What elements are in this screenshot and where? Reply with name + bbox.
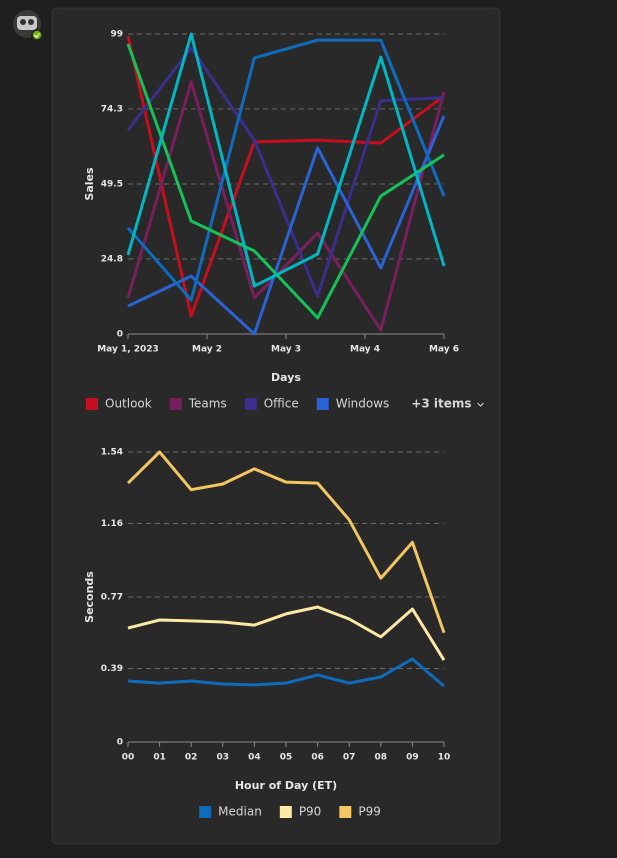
legend-swatch [244, 398, 257, 410]
legend-label: Windows [336, 397, 390, 411]
y-tick-label: 74.3 [101, 104, 123, 114]
x-tick-label: 05 [280, 753, 293, 763]
x-tick-label: 07 [343, 753, 356, 763]
x-tick-label: May 4 [350, 345, 380, 355]
legend-label: Teams [188, 397, 227, 411]
x-axis-title: Hour of Day (ET) [235, 779, 337, 792]
legend-label: P90 [299, 805, 322, 819]
chevron [477, 402, 484, 407]
series-line [126, 32, 446, 288]
legend-item[interactable]: P99 [339, 805, 381, 819]
legend-swatch [86, 398, 98, 410]
legend-item[interactable]: Outlook [86, 397, 152, 411]
legend-swatch [316, 398, 329, 410]
y-tick-label: 0.39 [101, 664, 123, 674]
legend: Median P90 P99 [199, 805, 381, 819]
y-axis-title: Seconds [83, 571, 96, 623]
series-line [127, 657, 445, 688]
legend-swatch [199, 806, 212, 818]
y-tick-label: 49.5 [101, 180, 123, 190]
legend-item[interactable]: Office [244, 397, 299, 411]
series-line [126, 46, 445, 298]
legend-item[interactable]: Median [199, 805, 262, 819]
series-line [127, 115, 446, 336]
legend-swatch [169, 398, 182, 410]
series-line [126, 43, 445, 320]
x-tick-label: May 6 [429, 345, 459, 355]
legend-swatch [279, 806, 292, 818]
legend: Outlook Teams Office Windows +3 items [86, 397, 484, 411]
legend-overflow[interactable]: +3 items [411, 397, 484, 411]
x-tick-label: 00 [122, 753, 135, 763]
x-tick-label: 08 [375, 753, 388, 763]
x-tick-label: 02 [185, 753, 198, 763]
legend-label: P99 [358, 805, 381, 819]
message-card [51, 7, 501, 845]
y-tick-label: 0.77 [101, 593, 123, 603]
x-tick-label: May 2 [192, 345, 222, 355]
series-line [126, 450, 446, 634]
y-tick-label: 0 [117, 330, 123, 340]
y-tick-label: 1.16 [101, 519, 123, 529]
series-line [126, 38, 446, 302]
x-tick-label: 01 [153, 753, 166, 763]
legend-item[interactable]: Teams [169, 397, 227, 411]
legend-label: Outlook [105, 397, 152, 411]
y-tick-label: 1.54 [101, 448, 123, 458]
series-line [126, 35, 445, 318]
legend-item[interactable]: Windows [316, 397, 390, 411]
charts: 0 24.8 49.5 74.3 99 May 1, 2023 May 2 May 3 May … [83, 30, 484, 819]
legend-swatch [339, 806, 352, 818]
y-tick-label: 24.8 [101, 254, 123, 264]
x-tick-label: 09 [406, 753, 419, 763]
x-tick-label: 06 [311, 753, 324, 763]
y-tick-label: 99 [110, 30, 123, 40]
x-tick-label: May 1, 2023 [97, 345, 159, 355]
y-axis-title: Sales [83, 167, 96, 201]
series-line [126, 80, 446, 332]
x-tick-label: May 3 [271, 345, 301, 355]
legend-overflow-label: +3 items [411, 397, 471, 411]
series-line [127, 605, 446, 661]
legend-label: Median [218, 805, 262, 819]
y-tick-label: 0 [117, 738, 123, 748]
x-tick-label: 03 [217, 753, 230, 763]
x-tick-label: 04 [248, 753, 261, 763]
x-tick-label: 10 [438, 753, 451, 763]
avatar[interactable] [13, 10, 43, 41]
legend-label: Office [264, 397, 299, 411]
legend-item[interactable]: P90 [279, 805, 322, 819]
x-axis-title: Days [271, 371, 301, 384]
